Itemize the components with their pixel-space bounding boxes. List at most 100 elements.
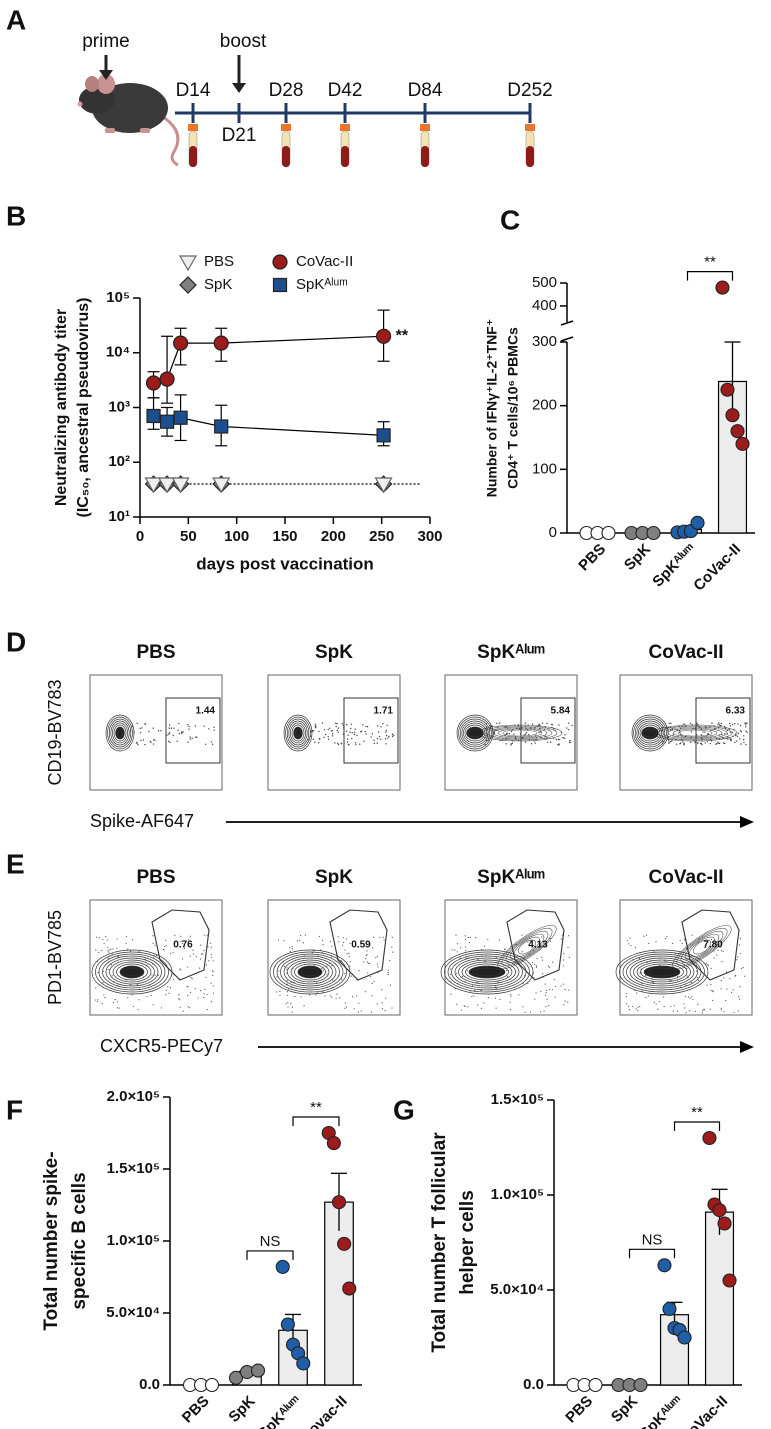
event-dot: [132, 1005, 134, 1008]
event-dot: [103, 942, 105, 945]
event-dot: [167, 740, 170, 743]
event-dot: [710, 938, 713, 941]
event-dot: [326, 973, 328, 975]
event-dot: [131, 994, 133, 996]
event-dot: [679, 986, 682, 988]
event-dot: [189, 955, 191, 957]
event-dot: [381, 989, 383, 991]
event-dot: [469, 936, 471, 939]
event-dot: [331, 996, 333, 998]
event-dot: [729, 725, 732, 727]
event-dot: [740, 743, 742, 745]
event-dot: [211, 743, 214, 746]
event-dot: [668, 741, 670, 743]
marker: [171, 477, 190, 494]
event-dot: [157, 974, 159, 976]
event-dot: [683, 744, 685, 746]
event-dot: [308, 994, 311, 996]
event-dot: [210, 953, 212, 956]
event-dot: [715, 742, 718, 745]
event-dot: [679, 742, 682, 744]
contour: [107, 716, 133, 750]
event-dot: [116, 1007, 119, 1009]
event-dot: [388, 735, 390, 738]
marker: [376, 328, 392, 344]
significance-label: **: [704, 254, 716, 271]
timepoint-label: D21: [222, 125, 257, 146]
event-dot: [327, 728, 329, 731]
event-dot: [503, 948, 506, 950]
event-dot: [564, 733, 566, 736]
event-dot: [213, 726, 215, 728]
data-point: [722, 1273, 737, 1288]
event-dot: [327, 738, 330, 740]
event-dot: [189, 991, 192, 993]
tube-blood: [282, 146, 290, 167]
event-dot: [706, 740, 708, 743]
event-dot: [721, 734, 723, 736]
event-dot: [539, 1011, 542, 1013]
contour: [672, 728, 718, 738]
event-dot: [681, 942, 683, 945]
event-dot: [358, 969, 360, 972]
contour: [634, 718, 666, 748]
event-dot: [363, 961, 365, 963]
gate-value: 4.13: [528, 940, 548, 951]
marker: [146, 408, 161, 424]
contour: [463, 722, 487, 744]
contour: [283, 714, 313, 752]
event-dot: [510, 744, 512, 746]
x-tick-label: SpK: [225, 1392, 258, 1425]
event-dot: [571, 724, 573, 727]
event-dot: [353, 731, 356, 733]
event-dot: [477, 958, 479, 961]
event-dot: [628, 1009, 630, 1011]
event-dot: [711, 722, 713, 724]
event-dot: [138, 999, 140, 1001]
event-dot: [152, 743, 155, 745]
event-dot: [136, 984, 138, 986]
event-dot: [178, 998, 180, 1000]
event-dot: [210, 741, 213, 743]
tube-blood: [421, 146, 429, 167]
event-dot: [716, 954, 718, 956]
event-dot: [211, 956, 213, 958]
event-dot: [104, 997, 106, 999]
event-dot: [456, 943, 459, 945]
event-dot: [564, 1000, 566, 1002]
event-dot: [683, 938, 686, 940]
contour: [294, 728, 302, 738]
panel-letter: E: [6, 848, 25, 879]
event-dot: [337, 727, 340, 729]
series-line: [153, 415, 384, 436]
event-dot: [701, 1012, 703, 1014]
y-axis-label: CD4⁺ T cells/10⁶ PBMCs: [505, 327, 521, 489]
event-dot: [314, 723, 316, 726]
event-dot: [164, 945, 166, 948]
x-tick-label: 300: [417, 528, 442, 545]
event-dot: [743, 741, 745, 744]
event-dot: [540, 990, 542, 993]
event-dot: [136, 742, 138, 745]
event-dot: [105, 936, 107, 938]
contour: [291, 724, 305, 742]
event-dot: [370, 1011, 372, 1013]
event-dot: [625, 995, 627, 998]
contour: [688, 936, 716, 958]
x-tick-label: PBS: [562, 1393, 596, 1427]
data-point: [228, 1370, 244, 1385]
data-point: [717, 1216, 732, 1231]
gate-value: 0.76: [173, 940, 193, 951]
event-dot: [460, 947, 462, 949]
event-dot: [210, 946, 212, 948]
event-dot: [669, 740, 672, 743]
event-dot: [474, 989, 476, 991]
event-dot: [459, 957, 461, 959]
legend-label: CoVac-II: [296, 253, 353, 270]
event-dot: [545, 989, 548, 991]
event-dot: [684, 996, 687, 998]
event-dot: [702, 1009, 704, 1012]
event-dot: [380, 726, 382, 728]
contour: [622, 953, 702, 991]
